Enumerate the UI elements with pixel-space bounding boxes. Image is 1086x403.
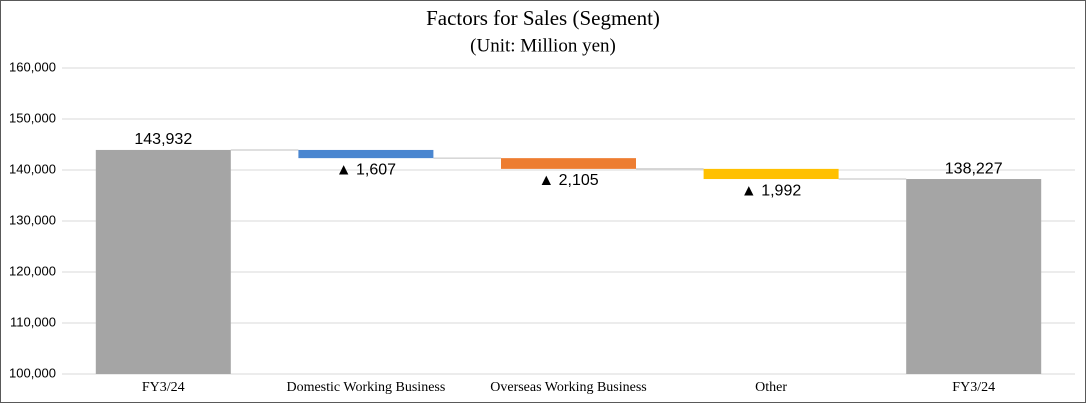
y-tick-label: 100,000 [9, 365, 56, 380]
data-label: 143,932 [134, 131, 192, 148]
chart-title: Factors for Sales (Segment) [426, 6, 660, 30]
bar [906, 179, 1042, 374]
y-tick-label: 130,000 [9, 212, 56, 227]
x-tick-label: FY3/24 [952, 380, 995, 395]
y-tick-label: 120,000 [9, 263, 56, 278]
bar [95, 149, 231, 374]
bar [703, 168, 839, 180]
y-tick-label: 110,000 [10, 314, 56, 329]
y-tick-label: 140,000 [9, 161, 56, 176]
bar [501, 158, 636, 169]
x-tick-label: FY3/24 [142, 380, 185, 395]
data-label: ▲ 1,992 [741, 182, 801, 199]
data-label: 138,227 [945, 160, 1003, 177]
chart-subtitle: (Unit: Million yen) [470, 35, 616, 56]
y-tick-label: 150,000 [9, 110, 56, 125]
data-label: ▲ 1,607 [336, 161, 396, 178]
x-tick-label: Domestic Working Business [286, 380, 445, 395]
x-tick-label: Other [755, 380, 787, 395]
y-tick-label: 160,000 [9, 59, 56, 74]
bar [298, 149, 434, 159]
x-tick-label: Overseas Working Business [490, 380, 647, 395]
data-label: ▲ 2,105 [538, 172, 598, 189]
